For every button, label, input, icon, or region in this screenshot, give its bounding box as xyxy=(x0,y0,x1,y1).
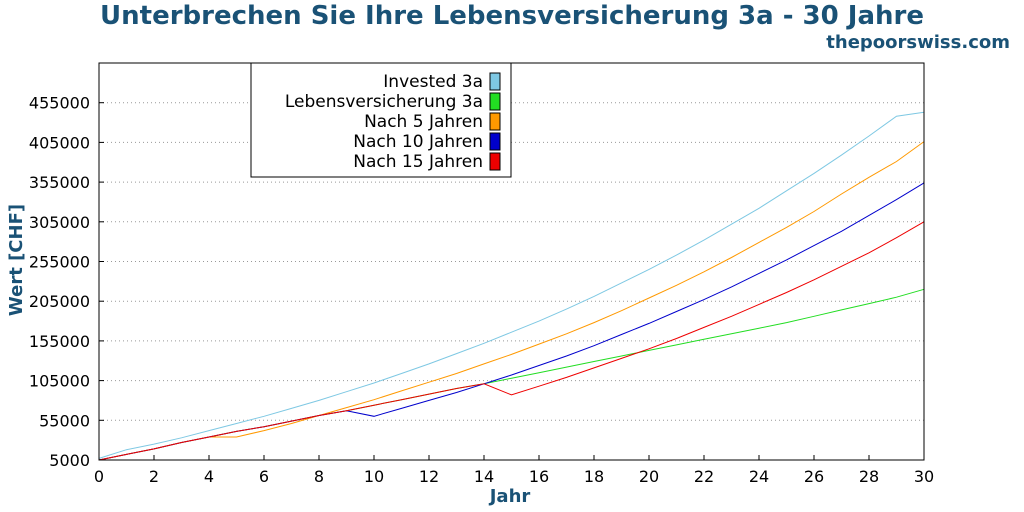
legend-box xyxy=(250,62,512,178)
legend-swatch xyxy=(489,92,501,111)
x-tick-label: 0 xyxy=(94,467,104,486)
x-tick-label: 6 xyxy=(259,467,269,486)
x-tick-label: 20 xyxy=(639,467,659,486)
series-line-3 xyxy=(98,182,925,461)
legend-swatch xyxy=(489,72,501,91)
x-tick-label: 14 xyxy=(474,467,494,486)
legend-swatch xyxy=(489,132,501,151)
x-tick-label: 18 xyxy=(584,467,604,486)
y-tick-label: 355000 xyxy=(29,173,90,192)
x-tick-label: 30 xyxy=(914,467,934,486)
legend-label: Invested 3a xyxy=(383,72,483,92)
x-tick-label: 28 xyxy=(859,467,879,486)
y-tick-label: 55000 xyxy=(39,411,90,430)
y-tick-label: 105000 xyxy=(29,372,90,391)
y-tick-label: 205000 xyxy=(29,292,90,311)
series-lines xyxy=(98,111,925,461)
x-tick-label: 8 xyxy=(314,467,324,486)
y-tick-label: 155000 xyxy=(29,332,90,351)
chart-title: Unterbrechen Sie Ihre Lebensversicherung… xyxy=(100,1,924,31)
x-axis-label: Jahr xyxy=(488,486,531,507)
x-tick-label: 10 xyxy=(364,467,384,486)
series-line-4 xyxy=(98,221,925,461)
legend-label: Nach 10 Jahren xyxy=(353,132,483,152)
y-tick-label: 305000 xyxy=(29,213,90,232)
series-line-0 xyxy=(98,111,925,459)
x-tick-label: 22 xyxy=(694,467,714,486)
y-axis-label: Wert [CHF] xyxy=(6,204,27,316)
x-tick-label: 2 xyxy=(149,467,159,486)
x-tick-label: 12 xyxy=(419,467,439,486)
x-tick-label: 24 xyxy=(749,467,769,486)
tick-labels: 0 2 4 6 8 10 12 14 16 18 20 22 24 26 28 305000550001050… xyxy=(29,94,934,486)
site-watermark: thepoorswiss.com xyxy=(826,32,1010,53)
y-tick-label: 255000 xyxy=(29,253,90,272)
y-tick-label: 455000 xyxy=(29,94,90,113)
legend-swatch xyxy=(489,152,501,171)
x-tick-label: 16 xyxy=(529,467,549,486)
y-tick-label: 405000 xyxy=(29,133,90,152)
legend-label: Nach 5 Jahren xyxy=(364,112,483,132)
legend-swatch xyxy=(489,112,501,131)
legend-label: Nach 15 Jahren xyxy=(353,152,483,172)
series-line-2 xyxy=(98,141,925,461)
legend-label: Lebensversicherung 3a xyxy=(285,92,483,112)
y-tick-label: 5000 xyxy=(49,451,90,470)
x-tick-label: 26 xyxy=(804,467,824,486)
x-tick-label: 4 xyxy=(204,467,214,486)
